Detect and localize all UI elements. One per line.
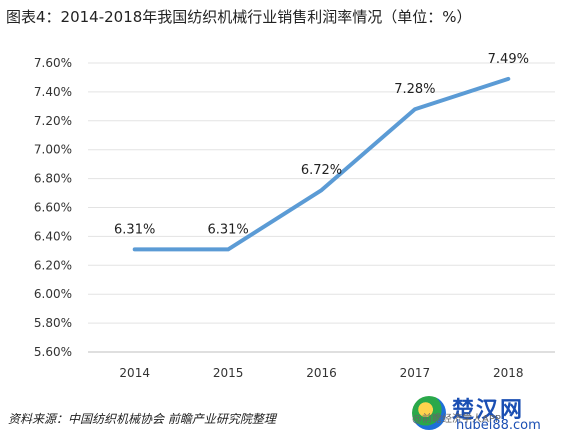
watermark-site: hubei88.com — [456, 418, 541, 433]
gridlines — [88, 62, 555, 324]
watermark: 楚汉网 @前瞻经济学人APP hubei88.com — [412, 392, 562, 436]
watermark-logo-icon — [412, 396, 446, 430]
watermark-brand: 楚汉网 — [452, 398, 525, 423]
x-tick-label: 2017 — [400, 366, 431, 380]
y-tick-label: 6.20% — [34, 258, 72, 272]
series-line — [132, 76, 511, 252]
y-tick-label: 7.20% — [34, 114, 72, 128]
x-tick-label: 2014 — [119, 366, 150, 380]
y-tick-label: 6.40% — [34, 229, 72, 243]
data-labels: 6.31% 6.31% 6.72% 7.28% 7.49% — [114, 52, 529, 238]
x-axis-ticks: 2014 2015 2016 2017 2018 — [119, 366, 523, 380]
source-note: 资料来源：中国纺织机械协会 前瞻产业研究院整理 — [8, 412, 276, 426]
y-tick-label: 7.00% — [34, 143, 72, 157]
data-label: 7.28% — [394, 82, 435, 97]
x-tick-label: 2016 — [306, 366, 337, 380]
y-tick-label: 5.60% — [34, 345, 72, 359]
y-tick-label: 6.60% — [34, 201, 72, 215]
y-tick-label: 5.80% — [34, 316, 72, 330]
chart-title: 图表4：2014-2018年我国纺织机械行业销售利润率情况（单位：%） — [6, 8, 472, 26]
y-tick-label: 6.80% — [34, 172, 72, 186]
y-tick-label: 6.00% — [34, 287, 72, 301]
data-label: 6.31% — [207, 222, 248, 237]
watermark-tag: @前瞻经济学人APP — [412, 414, 501, 425]
data-label: 7.49% — [488, 52, 529, 67]
y-axis-ticks: 5.60% 5.80% 6.00% 6.20% 6.40% 6.60% 6.80% 7.00%… — [34, 56, 72, 359]
y-tick-label: 7.40% — [34, 85, 72, 99]
y-tick-label: 7.60% — [34, 56, 72, 70]
x-tick-label: 2015 — [213, 366, 244, 380]
x-tick-label: 2018 — [493, 366, 524, 380]
data-label: 6.31% — [114, 222, 155, 237]
data-label: 6.72% — [301, 163, 342, 178]
